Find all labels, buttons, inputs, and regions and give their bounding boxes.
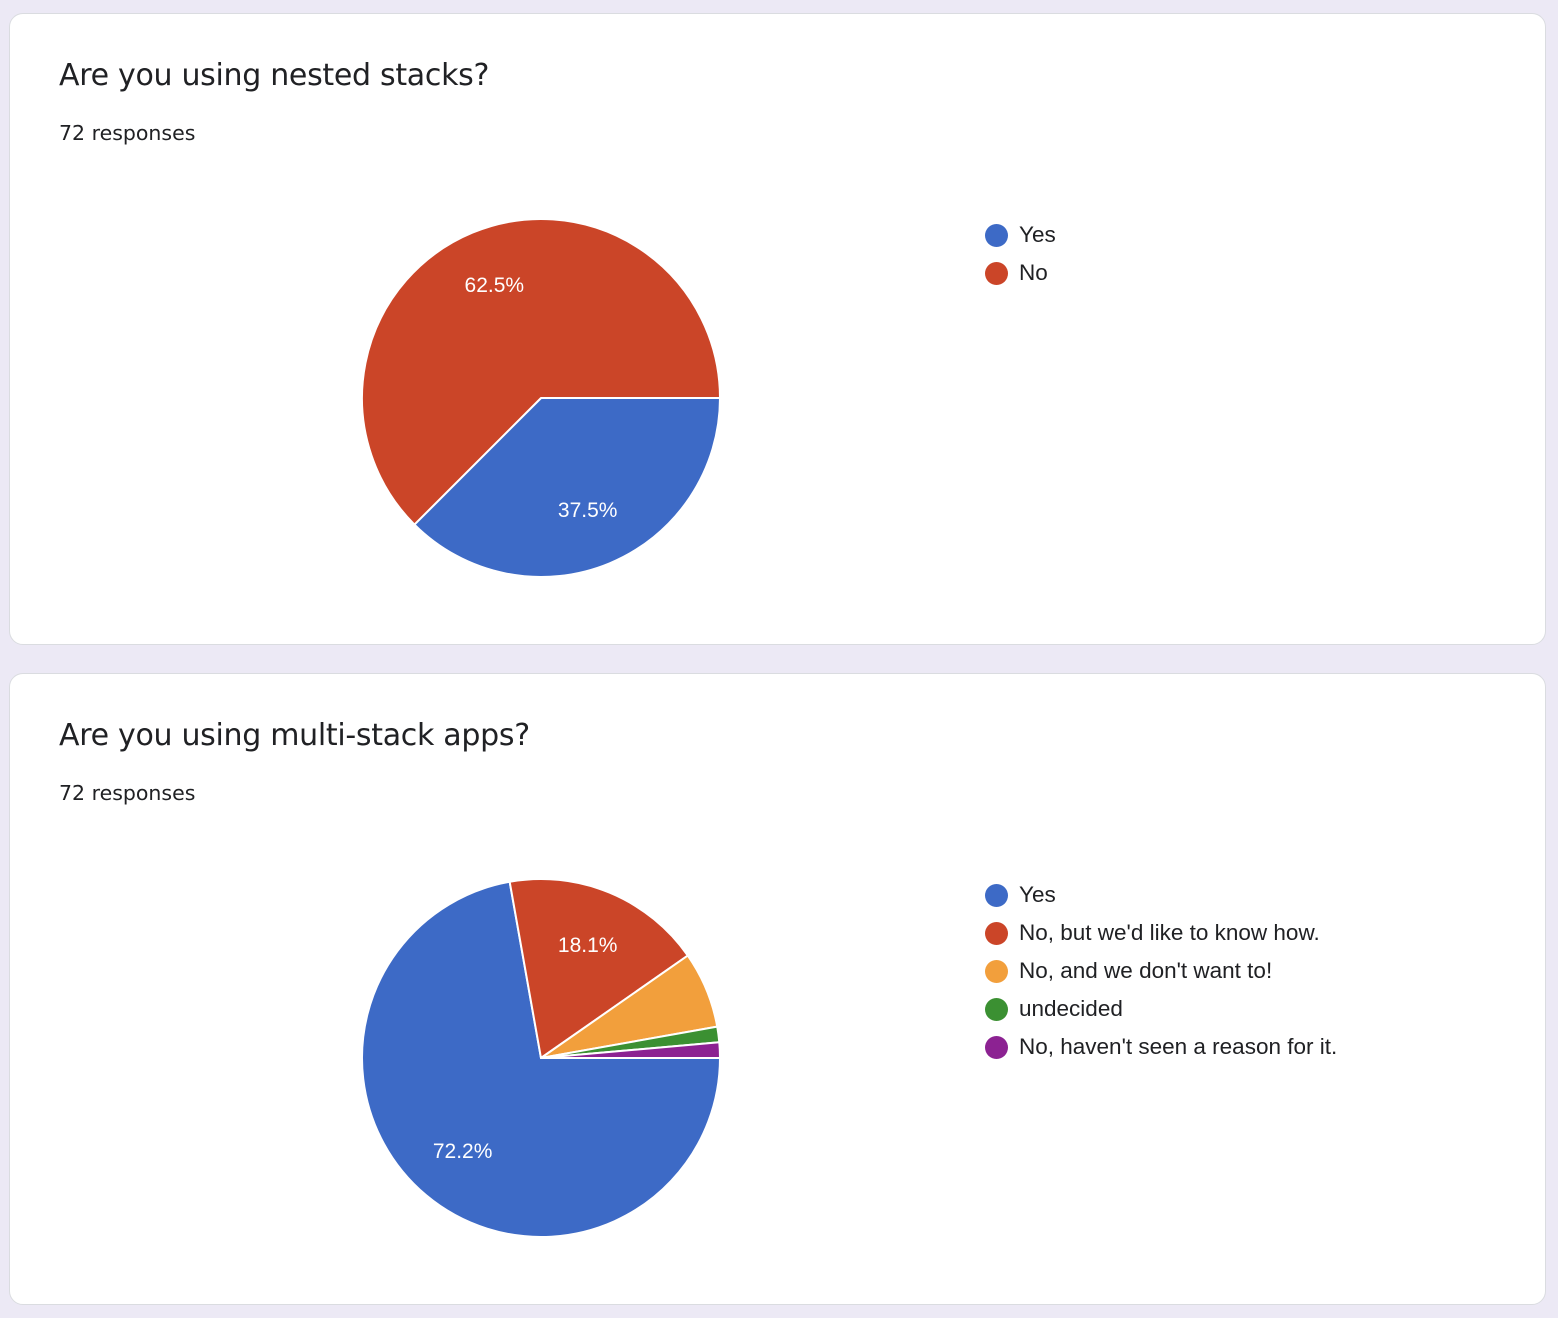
pie-chart: 72.2% 18.1% (361, 878, 721, 1238)
pie-slice-no-but-we-d-like-to-know-how (508, 878, 689, 1059)
response-count: 72 responses (59, 121, 196, 145)
slice-percent-label: 72.2% (433, 1140, 493, 1163)
legend-item[interactable]: No, and we don't want to! (985, 952, 1337, 990)
legend-swatch-icon (985, 959, 1008, 983)
pie-slice-no-haven-t-seen-a-reason-for-it (540, 1041, 721, 1059)
chart-card-nested-stacks: Are you using nested stacks? 72 response… (9, 13, 1546, 645)
legend-swatch-icon (985, 1035, 1008, 1059)
pie-slice-yes (361, 880, 721, 1238)
pie-slice-no (361, 218, 721, 526)
legend-label: No, haven't seen a reason for it. (1019, 1034, 1338, 1059)
legend-swatch-icon (985, 261, 1008, 285)
legend-item[interactable]: No, haven't seen a reason for it. (985, 1028, 1337, 1066)
legend-swatch-icon (985, 883, 1008, 907)
chart-legend: Yes No (985, 216, 1056, 292)
legend-label: Yes (1019, 222, 1056, 247)
legend-label: No, but we'd like to know how. (1019, 920, 1320, 945)
legend-label: No, and we don't want to! (1019, 958, 1273, 983)
legend-swatch-icon (985, 223, 1008, 247)
chart-title: Are you using multi-stack apps? (59, 718, 530, 753)
chart-title: Are you using nested stacks? (59, 58, 490, 93)
slice-percent-label: 37.5% (558, 499, 618, 522)
chart-card-multi-stack-apps: Are you using multi-stack apps? 72 respo… (9, 673, 1546, 1305)
slice-percent-label: 62.5% (465, 274, 525, 297)
legend-swatch-icon (985, 921, 1008, 945)
legend-item[interactable]: No (985, 254, 1056, 292)
legend-item[interactable]: No, but we'd like to know how. (985, 914, 1337, 952)
response-count: 72 responses (59, 781, 196, 805)
pie-slice-yes (413, 397, 721, 578)
slice-percent-label: 18.1% (558, 934, 618, 957)
legend-swatch-icon (985, 997, 1008, 1021)
legend-item[interactable]: undecided (985, 990, 1337, 1028)
pie-chart: 37.5% 62.5% (361, 218, 721, 578)
legend-item[interactable]: Yes (985, 216, 1056, 254)
legend-label: Yes (1019, 882, 1056, 907)
chart-legend: Yes No, but we'd like to know how. No, and… (985, 876, 1337, 1066)
legend-item[interactable]: Yes (985, 876, 1337, 914)
legend-label: No (1019, 260, 1048, 285)
legend-label: undecided (1019, 996, 1123, 1021)
